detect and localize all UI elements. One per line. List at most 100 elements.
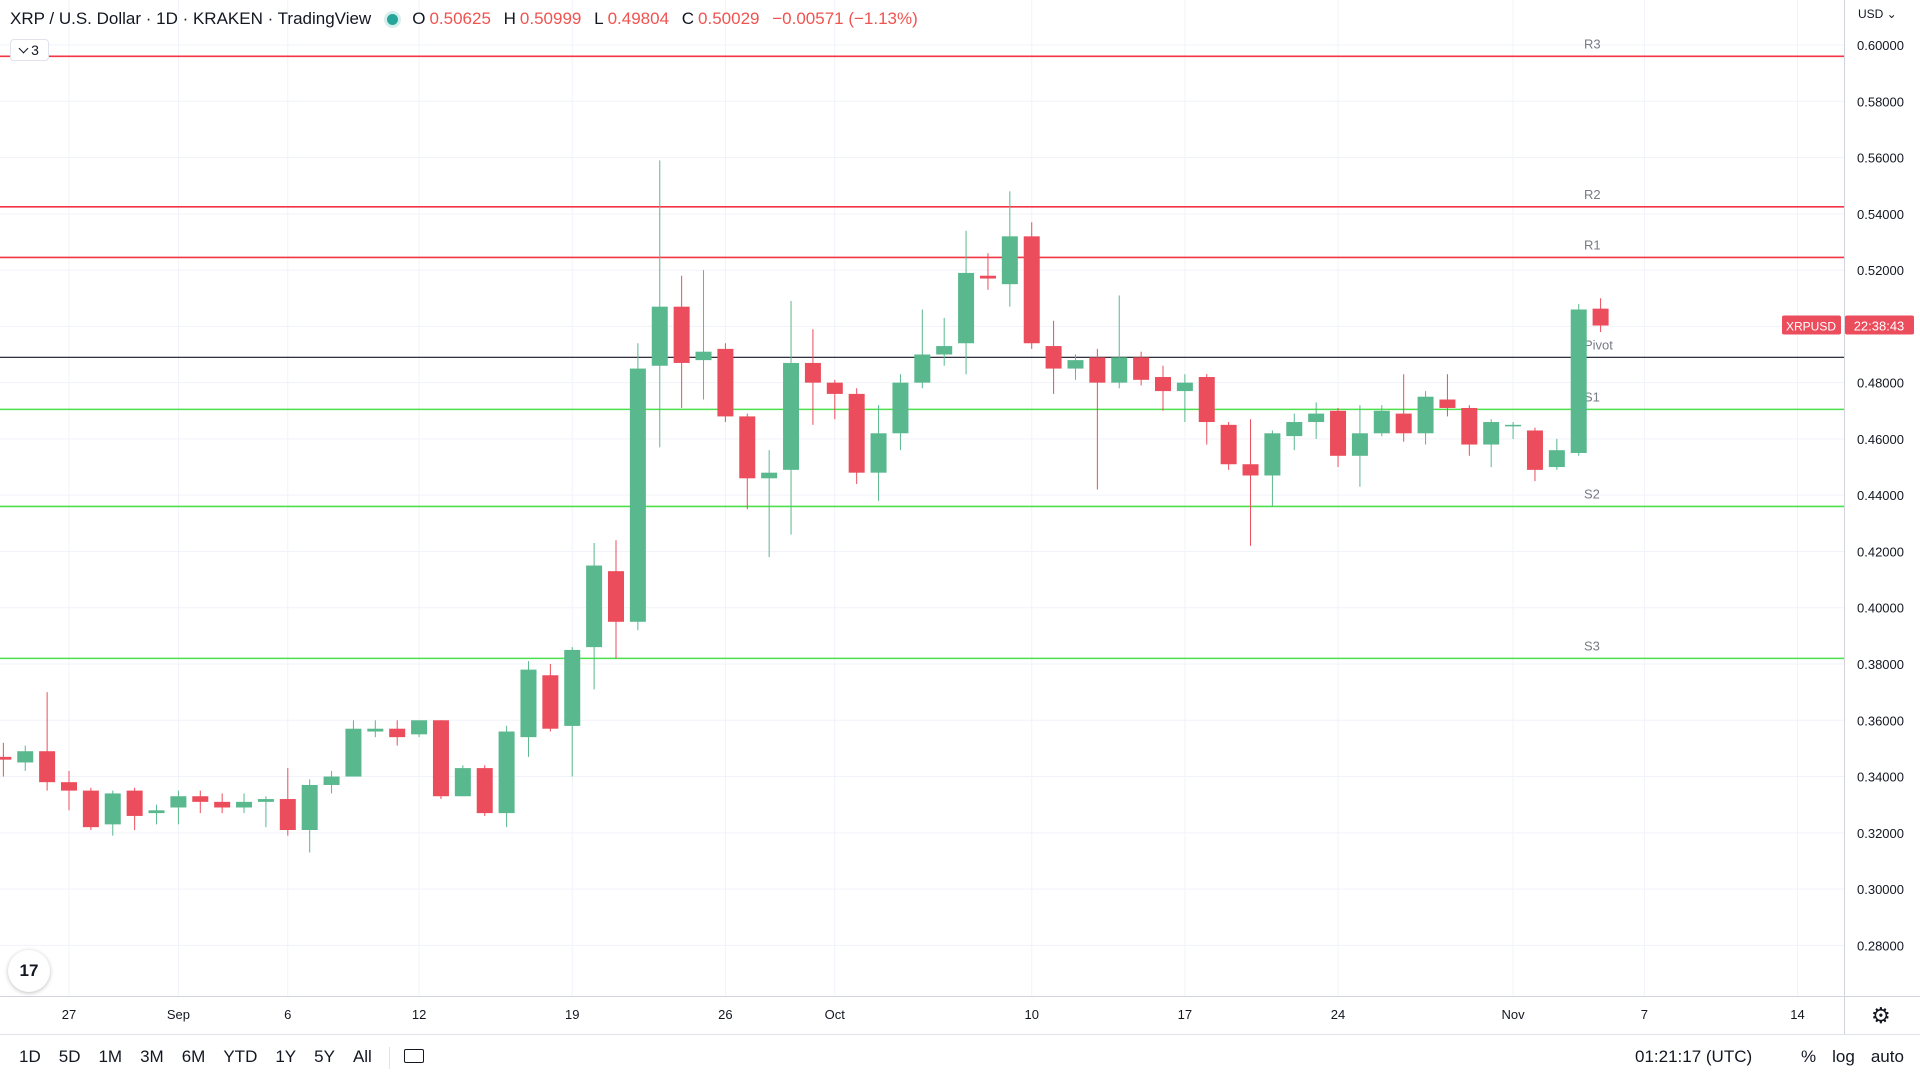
- candle-body: [1067, 360, 1084, 369]
- candle-up: [323, 770, 340, 794]
- candle-body: [958, 272, 975, 344]
- range-selector: 1D 5D 1M 3M 6M YTD 1Y 5Y All: [10, 1047, 424, 1069]
- close-value: 0.50029: [698, 9, 760, 28]
- candle-body: [1439, 399, 1456, 408]
- candle-down: [192, 790, 209, 814]
- indicators-toggle-button[interactable]: 3: [10, 39, 49, 61]
- candle-body: [1570, 309, 1587, 453]
- candle-up: [914, 309, 931, 389]
- candle-body: [345, 728, 362, 777]
- candle-down: [1198, 374, 1215, 445]
- symbol-tag-bg: [1782, 315, 1841, 335]
- range-6m-button[interactable]: 6M: [181, 1047, 206, 1066]
- price-tick-label: 0.44000: [1857, 488, 1904, 503]
- price-tick-label: 0.58000: [1857, 94, 1904, 109]
- time-tick-label: Oct: [825, 1007, 846, 1022]
- candle-body: [367, 728, 384, 732]
- gear-icon[interactable]: ⚙: [1871, 1003, 1891, 1028]
- candle-down: [279, 768, 296, 836]
- range-5d-button[interactable]: 5D: [58, 1047, 81, 1066]
- utc-clock[interactable]: 01:21:17 (UTC): [1635, 1047, 1753, 1066]
- candle-body: [1133, 357, 1150, 380]
- candle-up: [1111, 295, 1128, 389]
- candle-down: [1330, 407, 1347, 468]
- candle-body: [1308, 413, 1325, 423]
- range-1m-button[interactable]: 1M: [98, 1047, 123, 1066]
- candle-body: [432, 720, 449, 797]
- range-all-button[interactable]: All: [352, 1047, 372, 1066]
- candle-body: [717, 348, 734, 417]
- price-tick-label: 0.36000: [1857, 713, 1904, 728]
- ohlc-values: O 0.50625 H 0.50999 L 0.49804 C 0.50029 −0.0…: [412, 9, 922, 29]
- candle-body: [301, 784, 318, 830]
- candle-down: [739, 413, 756, 510]
- chevron-down-icon: [18, 43, 29, 53]
- candle-up: [1176, 374, 1193, 423]
- tradingview-logo-icon[interactable]: 17: [8, 950, 50, 992]
- change-value: −0.00571 (−1.13%): [772, 9, 918, 28]
- symbol-legend: XRP / U.S. Dollar · 1D · KRAKEN · Tradin…: [10, 9, 922, 29]
- candle-body: [148, 810, 165, 814]
- currency-selector[interactable]: USD ⌄: [1858, 7, 1897, 21]
- candle-up: [257, 796, 274, 828]
- symbol-title[interactable]: XRP / U.S. Dollar · 1D · KRAKEN · Tradin…: [10, 9, 372, 28]
- market-status-icon[interactable]: [387, 13, 399, 25]
- indicator-count: 3: [31, 42, 39, 58]
- candle-body: [1089, 357, 1106, 383]
- candle-body: [389, 728, 406, 738]
- candle-up: [958, 230, 975, 375]
- candle-body: [82, 790, 99, 828]
- price-chart[interactable]: R3 R2 R1 Pivot S1 S2 S3 0.60000 0.58000 0.56000 0…: [0, 0, 1920, 1034]
- candle-body: [1286, 422, 1303, 437]
- candle-down: [979, 253, 996, 290]
- candle-body: [214, 801, 231, 808]
- price-tick-label: 0.56000: [1857, 151, 1904, 166]
- candle-down: [717, 343, 734, 423]
- time-axis[interactable]: 27 Sep 6 12 19 26 Oct 10 17 24 Nov 7 14: [62, 1007, 1805, 1022]
- candle-down: [673, 275, 690, 408]
- candle-body: [236, 801, 253, 808]
- log-scale-button[interactable]: log: [1832, 1047, 1855, 1066]
- time-tick-label: Sep: [167, 1007, 190, 1022]
- symbol-tag: XRPUSD: [1786, 320, 1836, 334]
- candle-down: [1023, 222, 1040, 349]
- range-3m-button[interactable]: 3M: [140, 1047, 164, 1066]
- range-1y-button[interactable]: 1Y: [275, 1047, 297, 1066]
- candle-body: [1023, 236, 1040, 344]
- auto-scale-button[interactable]: auto: [1870, 1047, 1904, 1066]
- range-1d-button[interactable]: 1D: [19, 1047, 41, 1066]
- candle-body: [1111, 357, 1128, 383]
- candle-down: [126, 787, 143, 830]
- open-value: 0.50625: [429, 9, 491, 28]
- price-tick-label: 0.28000: [1857, 938, 1904, 953]
- candle-body: [0, 756, 12, 760]
- pivot-levels: R3 R2 R1 Pivot S1 S2 S3: [0, 36, 1844, 660]
- range-ytd-button[interactable]: YTD: [223, 1047, 258, 1066]
- candle-up: [345, 720, 362, 777]
- toolbar-divider: [388, 1047, 390, 1069]
- candle-down: [432, 720, 449, 800]
- candle-body: [1001, 236, 1018, 285]
- percent-scale-button[interactable]: %: [1801, 1047, 1817, 1066]
- level-label-r1: R1: [1584, 237, 1601, 252]
- price-tick-label: 0.32000: [1857, 826, 1904, 841]
- candle-down: [804, 329, 821, 425]
- candle-up: [170, 790, 187, 825]
- time-tick-label: 10: [1024, 1007, 1038, 1022]
- calendar-icon[interactable]: [403, 1049, 424, 1063]
- price-axis[interactable]: 0.600000.580000.560000.540000.520000.500…: [1857, 38, 1904, 953]
- countdown-tag: 22:38:43: [1854, 319, 1905, 334]
- time-tick-label: 14: [1790, 1007, 1804, 1022]
- candle-body: [323, 776, 340, 785]
- candle-body: [1483, 422, 1500, 445]
- last-price-tag: XRPUSD 22:38:43: [1782, 315, 1914, 335]
- candle-body: [629, 368, 646, 622]
- candle-up: [1570, 303, 1587, 456]
- candle-up: [1067, 354, 1084, 380]
- range-5y-button[interactable]: 5Y: [314, 1047, 335, 1066]
- candle-down: [476, 765, 493, 816]
- candle-body: [279, 799, 296, 830]
- time-tick-label: 6: [284, 1007, 291, 1022]
- candle-up: [104, 790, 121, 836]
- candle-body: [826, 382, 843, 394]
